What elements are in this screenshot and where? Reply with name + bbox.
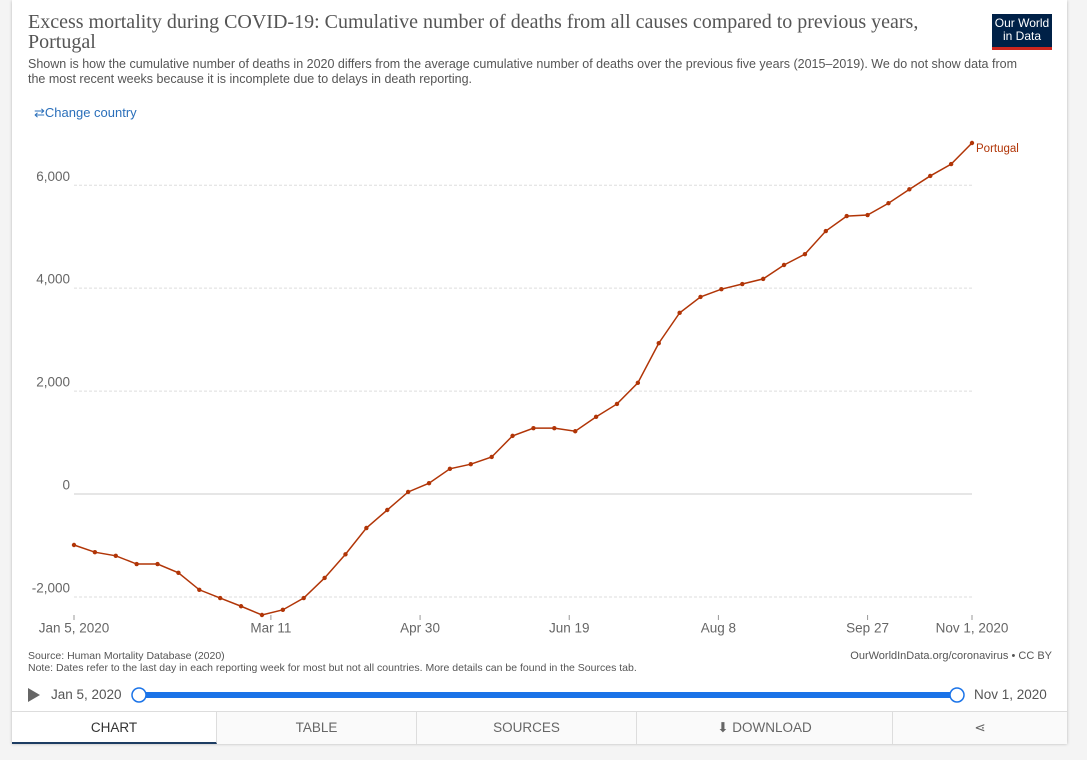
y-tick-label: -2,000 [32,581,70,596]
chart: -2,000 0 2,000 4,000 6,000 Jan 5, 2020 Mar 11 A… [28,140,1019,703]
y-tick-label: 2,000 [36,375,70,390]
chart-card: Excess mortality during COVID-19: Cumula… [12,0,1067,744]
point [364,525,369,531]
change-country-label[interactable]: Change country [44,105,137,120]
point [531,425,536,431]
timeline-start: Jan 5, 2020 [51,687,122,702]
x-tick-label: Aug 8 [701,621,736,636]
point [948,161,954,167]
point [238,604,244,609]
point [322,575,327,581]
timeline [28,687,965,703]
point [217,595,223,601]
x-tick-label: Nov 1, 2020 [936,621,1009,636]
x-tick-label: Sep 27 [846,621,889,636]
point [719,286,724,292]
series-label: Portugal [976,143,1019,155]
x-tick-label: Jun 19 [549,621,590,636]
point [447,466,453,472]
point [969,140,975,146]
y-tick-label: 0 [62,478,70,493]
y-tick-label: 6,000 [36,169,70,184]
tabs: CHART TABLE SOURCES ⬇ DOWNLOAD ⋖ [12,711,1067,744]
point [886,201,891,206]
point [907,187,912,192]
point [405,489,411,495]
point [134,561,139,567]
point [385,507,390,513]
note-text: Note: Dates refer to the last day in eac… [28,662,637,674]
x-tick-label: Jan 5, 2020 [39,621,110,636]
source-text: Source: Human Mortality Database (2020) [28,650,225,662]
point [343,552,348,557]
y-tick-label: 4,000 [36,272,70,287]
point [698,294,703,300]
play-button[interactable] [28,688,40,702]
tab[interactable]: TABLE [217,712,417,744]
point [426,481,432,486]
point [71,542,77,548]
point [740,281,745,287]
point [176,570,181,575]
timeline-handle[interactable] [131,687,147,703]
point [468,461,473,467]
url[interactable]: OurWorldInData.org/coronavirus • CC BY [850,650,1052,662]
logo-line[interactable]: in Data [1002,29,1042,43]
point [614,401,620,407]
point [113,553,118,559]
point [197,587,202,592]
point [552,425,557,431]
line [73,142,973,616]
source: Source: Human Mortality Database (2020) N… [28,650,637,674]
chart-title: Excess mortality during COVID-19: Cumula… [28,11,919,53]
chart-subtitle: Shown is how the cumulative number of de… [28,57,1017,86]
change-country[interactable]: ⇄Change country [34,105,137,120]
point [844,213,849,219]
tab[interactable]: CHART [12,712,217,744]
point [259,612,265,618]
tab[interactable]: SOURCES [417,712,637,744]
point [280,607,286,613]
tab[interactable]: ⬇ DOWNLOAD [637,712,893,744]
logo[interactable]: Our World in Data [992,14,1052,50]
x-tick-label: Mar 11 [250,621,291,636]
point [656,341,661,346]
point [92,550,98,555]
point [301,595,306,601]
point [677,310,682,316]
point [823,228,829,234]
point [760,276,766,282]
point [489,454,494,460]
tab-label[interactable]: DOWNLOAD [732,720,812,735]
point [635,380,641,386]
point [593,414,599,420]
timeline-handle[interactable] [949,687,965,703]
point [802,251,808,257]
share-tab[interactable]: ⋖ [893,712,1067,744]
point [928,173,933,179]
point [510,433,515,439]
point [573,429,578,434]
logo-line[interactable]: Our World [994,16,1050,30]
x-tick-label: Apr 30 [400,621,440,636]
point [781,262,787,268]
point [865,212,870,218]
timeline-end: Nov 1, 2020 [974,687,1047,702]
point [155,561,160,567]
